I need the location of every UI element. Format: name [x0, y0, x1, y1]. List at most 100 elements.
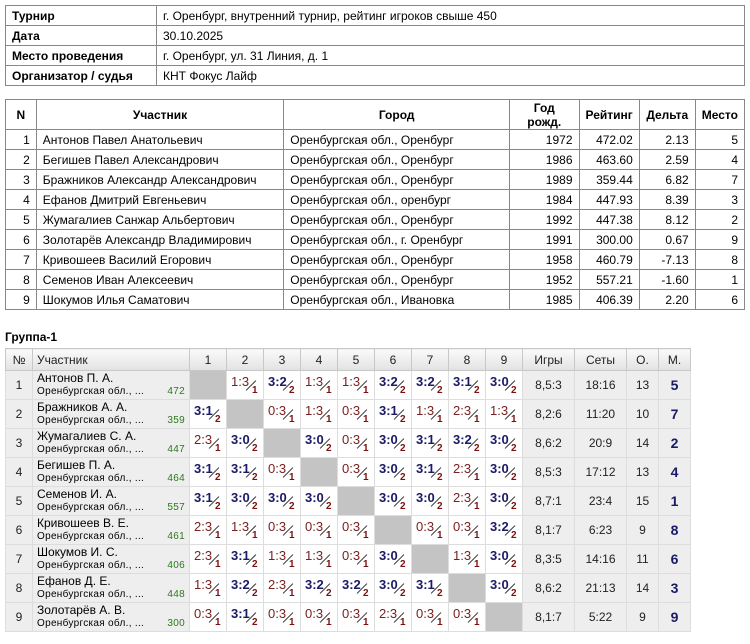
- match-result-cell[interactable]: 3:1 2: [448, 370, 486, 400]
- player-name[interactable]: Антонов П. А.: [37, 371, 114, 385]
- match-result-cell[interactable]: 1:3 1: [300, 370, 338, 400]
- match-result-cell[interactable]: 3:1 2: [411, 428, 449, 458]
- match-result-cell[interactable]: 3:0 2: [485, 457, 523, 487]
- player-name[interactable]: Ефанов Д. Е.: [37, 574, 111, 588]
- match-result-cell[interactable]: 1:3 1: [300, 399, 338, 429]
- match-result-cell[interactable]: 3:2 2: [263, 370, 301, 400]
- match-result-cell[interactable]: 0:3 1: [263, 457, 301, 487]
- match-result-cell[interactable]: 3:0 2: [485, 370, 523, 400]
- match-result-cell[interactable]: 1:3 1: [411, 399, 449, 429]
- match-result-cell[interactable]: 3:0 2: [485, 486, 523, 516]
- match-result-cell[interactable]: 3:1 2: [189, 399, 227, 429]
- match-score: 3:1: [416, 432, 435, 447]
- match-result-cell[interactable]: 3:0 2: [485, 573, 523, 603]
- match-result-cell[interactable]: 3:0 2: [374, 544, 412, 574]
- match-result-cell[interactable]: 3:1 2: [189, 486, 227, 516]
- match-result-cell[interactable]: 0:3 1: [189, 602, 227, 632]
- match-result-cell[interactable]: 3:1 2: [226, 602, 264, 632]
- match-result-cell[interactable]: 3:1 2: [411, 573, 449, 603]
- column-header: Участник: [32, 348, 190, 371]
- match-result-cell[interactable]: 3:1 2: [374, 399, 412, 429]
- participant-name: Ефанов Дмитрий Евгеньевич: [35, 189, 285, 210]
- match-result-cell[interactable]: 3:2 2: [448, 428, 486, 458]
- match-score: 0:3: [342, 606, 361, 621]
- match-result-cell[interactable]: 3:0 2: [300, 486, 338, 516]
- match-points: 2: [400, 472, 406, 483]
- match-result-cell[interactable]: 2:3 1: [189, 544, 227, 574]
- match-result-cell[interactable]: 1:3 1: [226, 515, 264, 545]
- info-label: Организатор / судья: [5, 65, 157, 86]
- match-result-cell[interactable]: 0:3 1: [411, 515, 449, 545]
- match-result-cell[interactable]: 3:2 2: [300, 573, 338, 603]
- player-name[interactable]: Семенов И. А.: [37, 487, 117, 501]
- match-result-cell[interactable]: 3:1 2: [189, 457, 227, 487]
- match-points: 1: [252, 385, 258, 396]
- points-total: 9: [626, 515, 659, 545]
- match-result-cell[interactable]: 3:0 2: [374, 428, 412, 458]
- match-result-cell[interactable]: 3:2 2: [485, 515, 523, 545]
- match-result-cell[interactable]: 3:2 2: [337, 573, 375, 603]
- player-name[interactable]: Золотарёв А. В.: [37, 603, 126, 617]
- player-name[interactable]: Жумагалиев С. А.: [37, 429, 137, 443]
- match-result-cell[interactable]: 1:3 1: [485, 399, 523, 429]
- match-result-cell[interactable]: 1:3 1: [263, 544, 301, 574]
- match-result-cell[interactable]: 3:2 2: [411, 370, 449, 400]
- match-result-cell[interactable]: 3:0 2: [374, 573, 412, 603]
- match-result-cell[interactable]: 2:3 1: [448, 486, 486, 516]
- sets-score: 20:9: [574, 428, 627, 458]
- match-result-cell[interactable]: 2:3 1: [263, 573, 301, 603]
- match-result-cell[interactable]: 3:2 2: [226, 573, 264, 603]
- match-result-cell[interactable]: 0:3 1: [337, 399, 375, 429]
- player-name[interactable]: Кривошеев В. Е.: [37, 516, 129, 530]
- match-result-cell[interactable]: 0:3 1: [448, 515, 486, 545]
- match-result-cell[interactable]: 3:0 2: [411, 486, 449, 516]
- match-result-cell[interactable]: 0:3 1: [337, 515, 375, 545]
- match-result-cell[interactable]: 0:3 1: [300, 515, 338, 545]
- match-result-cell[interactable]: 3:2 2: [374, 370, 412, 400]
- match-result-cell[interactable]: 0:3 1: [263, 515, 301, 545]
- match-result-cell[interactable]: 3:1 2: [226, 457, 264, 487]
- match-result-cell[interactable]: 0:3 1: [263, 399, 301, 429]
- match-result-cell[interactable]: 1:3 1: [189, 573, 227, 603]
- match-result-cell[interactable]: 2:3 1: [189, 515, 227, 545]
- points-total: 13: [626, 370, 659, 400]
- points-total: 14: [626, 573, 659, 603]
- match-result-cell[interactable]: 0:3 1: [300, 602, 338, 632]
- match-result-cell[interactable]: 2:3 1: [448, 457, 486, 487]
- match-result-cell[interactable]: 3:0 2: [226, 486, 264, 516]
- match-result-cell[interactable]: 0:3 1: [337, 602, 375, 632]
- match-result-cell[interactable]: 3:0 2: [300, 428, 338, 458]
- match-score: 3:1: [379, 403, 398, 418]
- match-result-cell[interactable]: 3:1 2: [411, 457, 449, 487]
- match-result-cell[interactable]: 3:0 2: [374, 457, 412, 487]
- player-name[interactable]: Шокумов И. С.: [37, 545, 118, 559]
- match-result-cell[interactable]: 3:0 2: [485, 544, 523, 574]
- player-name[interactable]: Бегишев П. А.: [37, 458, 116, 472]
- match-result-cell[interactable]: 1:3 1: [226, 370, 264, 400]
- match-result-cell[interactable]: 3:0 2: [226, 428, 264, 458]
- match-result-cell[interactable]: 1:3 1: [337, 370, 375, 400]
- participant-birth-year: 1991: [509, 229, 580, 250]
- participant-city: Оренбургская обл., оренбург: [283, 189, 511, 210]
- match-result-cell[interactable]: 0:3 1: [411, 602, 449, 632]
- match-result-cell[interactable]: 0:3 1: [263, 602, 301, 632]
- match-points: 2: [511, 385, 517, 396]
- match-points: 2: [400, 385, 406, 396]
- match-result-cell[interactable]: 3:0 2: [374, 486, 412, 516]
- match-result-cell[interactable]: 2:3 1: [189, 428, 227, 458]
- participant-delta: 2.59: [638, 149, 696, 170]
- match-result-cell[interactable]: 3:0 2: [263, 486, 301, 516]
- match-result-cell[interactable]: 3:1 2: [226, 544, 264, 574]
- match-score: 3:0: [490, 490, 509, 505]
- match-result-cell[interactable]: 3:0 2: [485, 428, 523, 458]
- match-result-cell[interactable]: 0:3 1: [337, 428, 375, 458]
- match-result-cell[interactable]: 0:3 1: [337, 457, 375, 487]
- match-result-cell[interactable]: 1:3 1: [300, 544, 338, 574]
- match-result-cell[interactable]: 2:3 1: [374, 602, 412, 632]
- match-result-cell[interactable]: 0:3 1: [337, 544, 375, 574]
- match-result-cell[interactable]: 1:3 1: [448, 544, 486, 574]
- match-result-cell[interactable]: 0:3 1: [448, 602, 486, 632]
- player-name[interactable]: Бражников А. А.: [37, 400, 128, 414]
- sets-score: 6:23: [574, 515, 627, 545]
- match-result-cell[interactable]: 2:3 1: [448, 399, 486, 429]
